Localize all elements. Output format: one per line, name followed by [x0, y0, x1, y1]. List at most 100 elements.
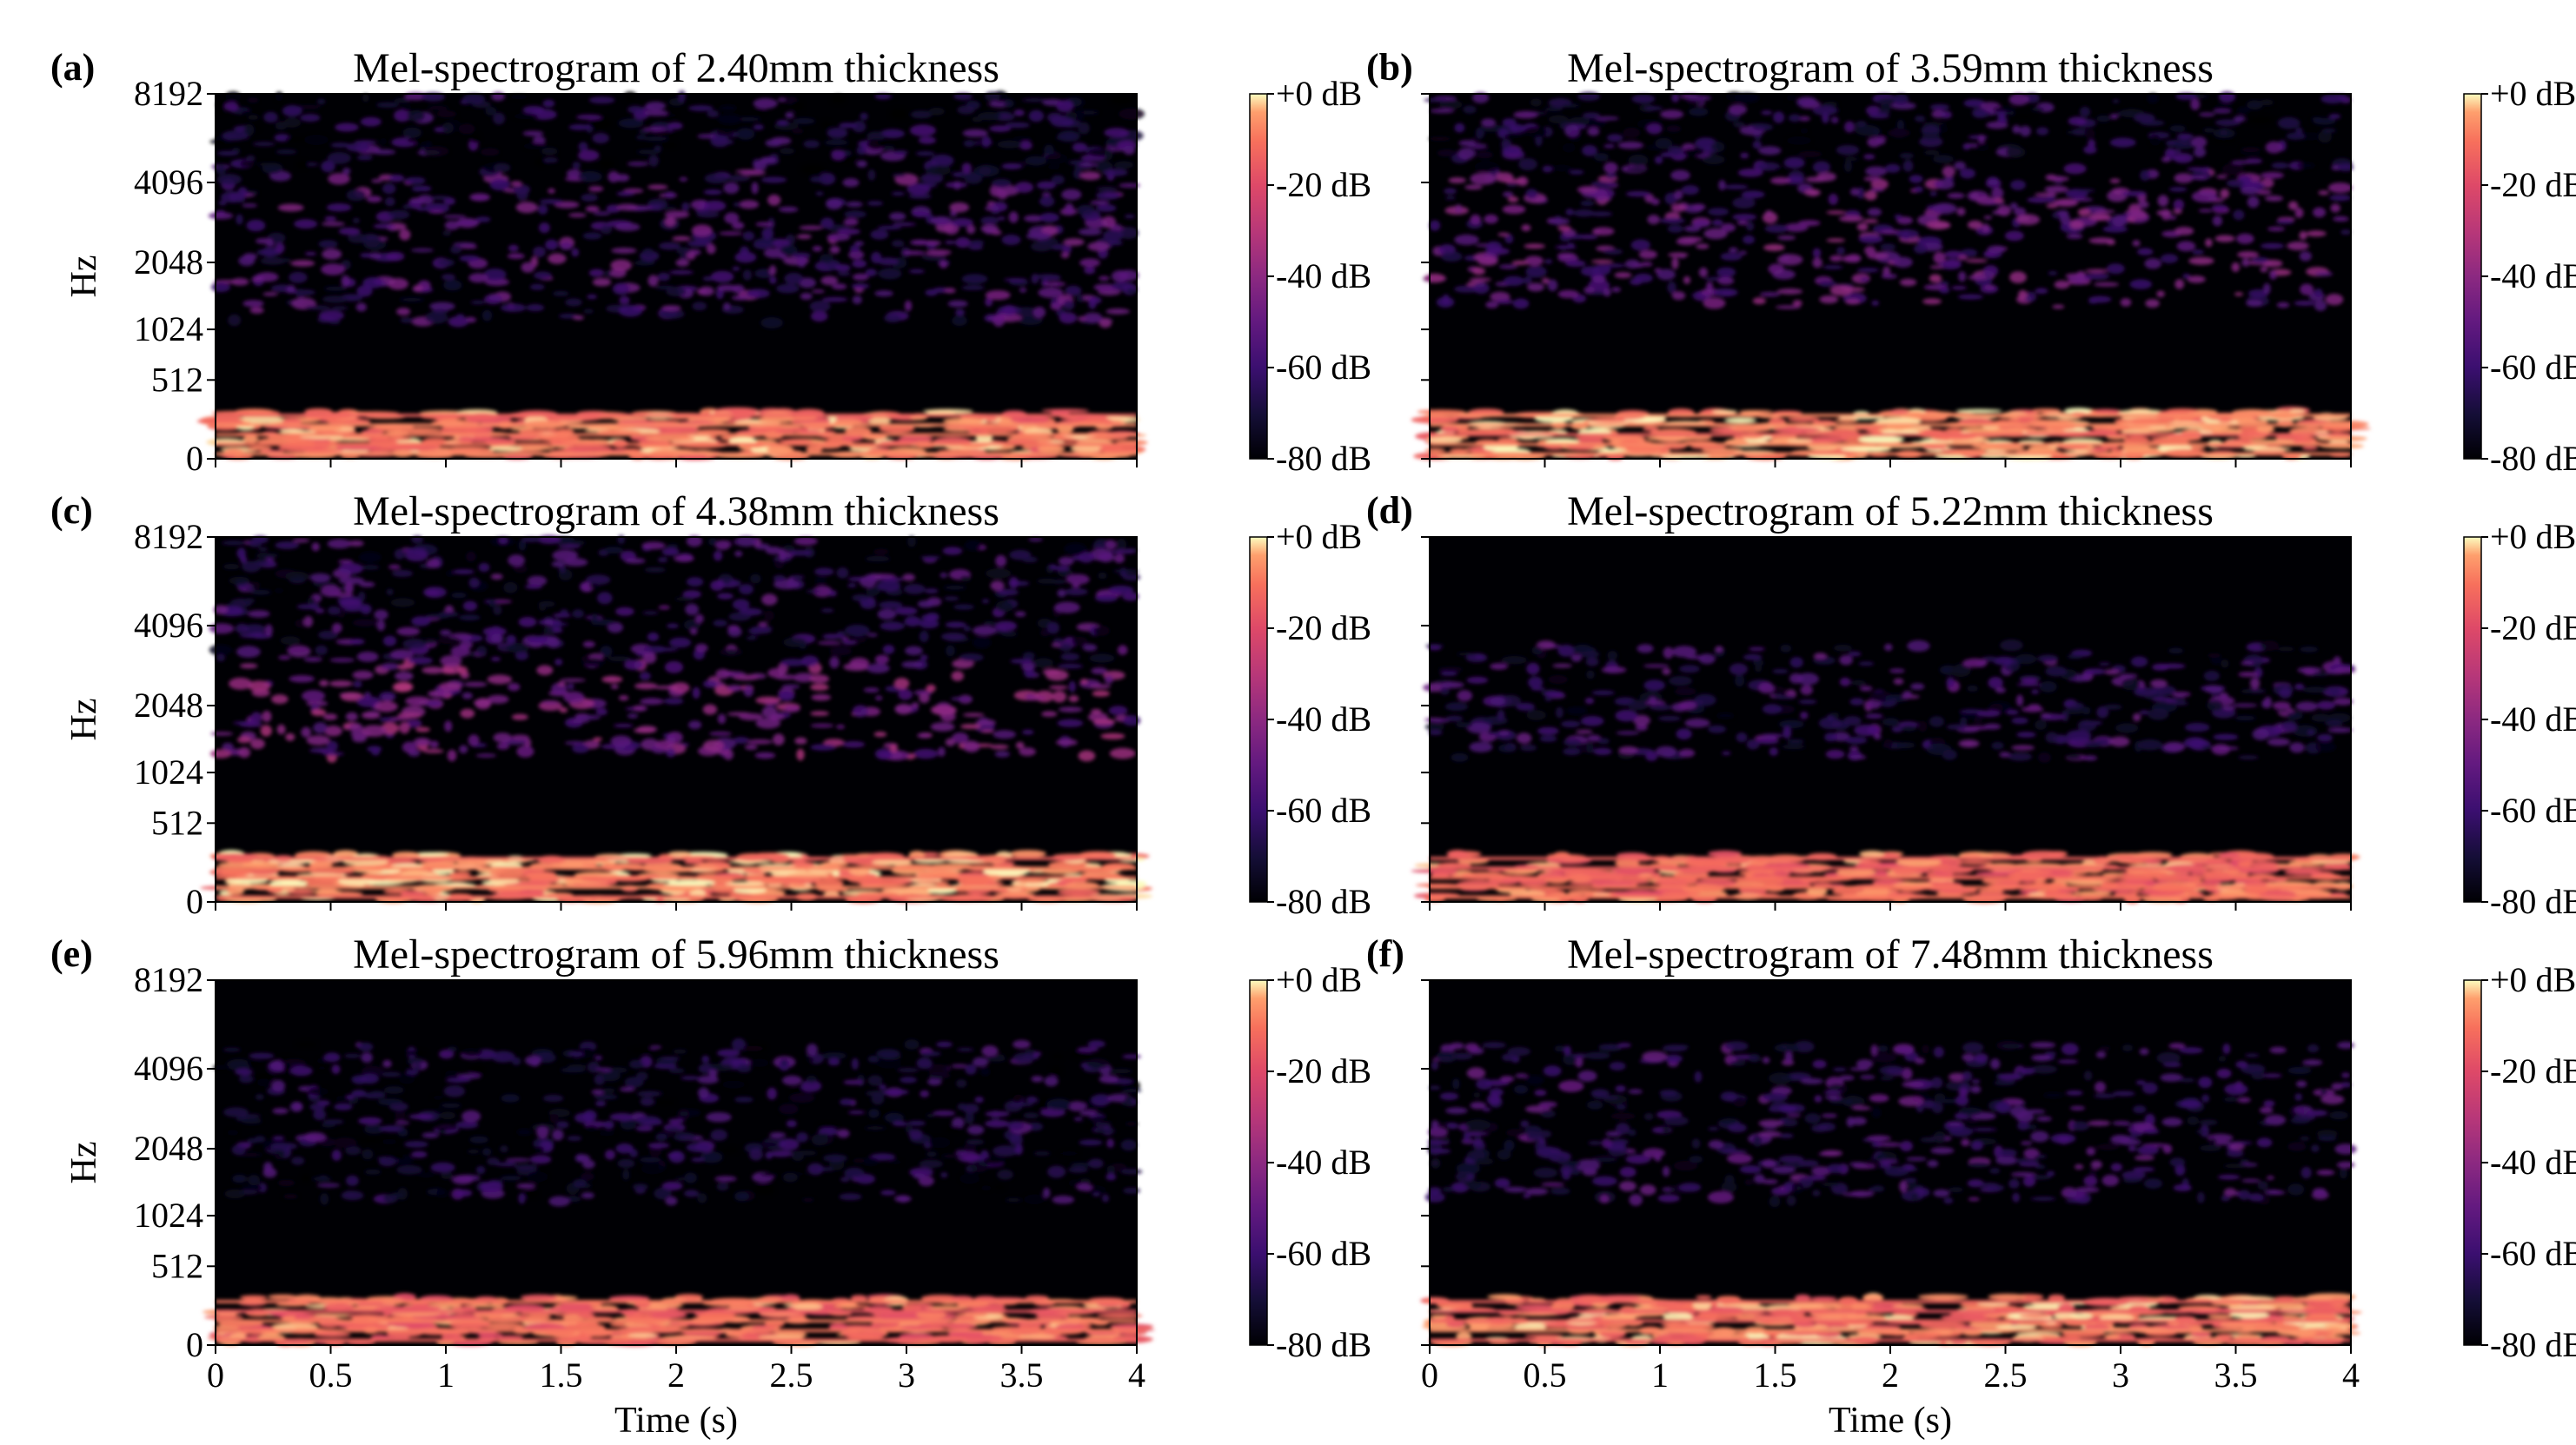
- spectrogram-cell: [829, 656, 840, 669]
- spectrogram-cell: [902, 573, 915, 581]
- spectrogram-cell: [386, 588, 394, 595]
- spectrogram-cell: [1910, 683, 1925, 690]
- spectrogram-cell: [493, 605, 502, 615]
- spectrogram-cell: [600, 646, 613, 658]
- spectrogram-cell: [983, 620, 996, 626]
- spectrogram-cell: [841, 640, 858, 646]
- spectrogram-cell: [2101, 872, 2124, 877]
- spectrogram-cell: [945, 621, 966, 628]
- spectrogram-cell: [1424, 723, 1445, 731]
- spectrogram-cell: [649, 1311, 687, 1319]
- spectrogram-cell: [413, 852, 449, 857]
- spectrogram-cell: [767, 668, 785, 678]
- spectrogram-cell: [1846, 254, 1862, 263]
- y-tick-label: 4096: [134, 606, 203, 645]
- spectrogram-cell: [289, 675, 315, 683]
- spectrogram-cell: [963, 626, 972, 632]
- spectrogram-cell: [2024, 429, 2066, 434]
- spectrogram-cell: [1429, 718, 1450, 723]
- spectrogram-cell: [1736, 220, 1749, 226]
- spectrogram-cell: [1036, 578, 1058, 584]
- spectrogram-cell: [1454, 234, 1479, 246]
- spectrogram-cell: [2004, 230, 2024, 242]
- spectrogram-cell: [475, 698, 492, 710]
- spectrogram-cell: [375, 700, 398, 713]
- spectrogram-cell: [2077, 208, 2091, 216]
- spectrogram-cell: [921, 613, 939, 621]
- spectrogram-cell: [1010, 659, 1034, 664]
- spectrogram-cell: [432, 308, 449, 314]
- spectrogram-cell: [1079, 171, 1101, 181]
- spectrogram-cell: [764, 610, 774, 621]
- spectrogram-cell: [831, 94, 846, 104]
- spectrogram-cell: [388, 278, 408, 290]
- spectrogram-cell: [1607, 651, 1618, 660]
- spectrogram-cell: [1568, 881, 1602, 885]
- spectrogram-low-band: [1430, 876, 2351, 880]
- spectrogram-cell: [866, 663, 890, 673]
- spectrogram-cell: [1590, 259, 1614, 263]
- spectrogram-cell: [320, 585, 342, 597]
- spectrogram-cell: [545, 239, 559, 250]
- spectrogram-cell: [1557, 645, 1576, 657]
- spectrogram-cell: [1439, 100, 1463, 109]
- spectrogram-cell: [783, 637, 807, 647]
- spectrogram-cell: [702, 275, 714, 282]
- spectrogram-cell: [1923, 149, 1940, 156]
- spectrogram-cell: [892, 173, 906, 177]
- spectrogram-cell: [1895, 229, 1920, 240]
- spectrogram-cell: [2034, 192, 2057, 197]
- spectrogram-cell: [1030, 241, 1052, 252]
- spectrogram-cell: [1498, 730, 1510, 736]
- spectrogram-cell: [487, 694, 509, 704]
- spectrogram-cell: [402, 127, 422, 138]
- spectrogram-cell: [1087, 1040, 1105, 1048]
- spectrogram-cell: [2315, 742, 2337, 752]
- spectrogram-cell: [1521, 224, 1531, 232]
- spectrogram-cell: [475, 753, 497, 758]
- spectrogram-cell: [1758, 146, 1782, 156]
- spectrogram-cell: [450, 646, 470, 658]
- spectrogram-cell: [1825, 749, 1845, 759]
- spectrogram-cell: [975, 719, 996, 726]
- spectrogram-cell: [821, 296, 848, 302]
- spectrogram-cell: [2096, 115, 2110, 123]
- spectrogram-cell: [1068, 680, 1076, 693]
- spectrogram-cell: [1818, 717, 1842, 730]
- spectrogram-cell: [751, 626, 773, 631]
- spectrogram-cell: [2161, 209, 2171, 221]
- spectrogram-cell: [2220, 129, 2228, 136]
- spectrogram-cell: [991, 178, 1012, 189]
- spectrogram-cell: [702, 704, 718, 715]
- spectrogram-cell: [2203, 670, 2220, 681]
- spectrogram-cell: [1862, 219, 1879, 223]
- spectrogram-cell: [1076, 295, 1085, 303]
- spectrogram-cell: [985, 568, 1012, 579]
- spectrogram-cell: [926, 249, 952, 255]
- spectrogram-cell: [275, 541, 300, 549]
- spectrogram-cell: [1728, 103, 1747, 116]
- spectrogram-cell: [1099, 275, 1110, 281]
- spectrogram-cell: [618, 695, 629, 701]
- spectrogram-cell: [839, 123, 857, 129]
- spectrogram-cell: [392, 682, 412, 693]
- spectrogram-cell: [2327, 182, 2353, 194]
- spectrogram-cell: [1919, 136, 1943, 148]
- spectrogram-cell: [876, 580, 901, 592]
- spectrogram-cell: [694, 643, 708, 653]
- spectrogram-cell: [362, 1149, 374, 1160]
- spectrogram-cell: [1061, 189, 1082, 201]
- spectrogram-cell: [507, 253, 525, 260]
- spectrogram-cell: [1596, 881, 1633, 886]
- spectrogram-cell: [538, 434, 581, 442]
- spectrogram-cell: [2134, 113, 2155, 123]
- spectrogram-cell: [2130, 211, 2148, 220]
- y-tick-label: 1024: [134, 752, 203, 792]
- spectrogram-cell: [315, 608, 325, 613]
- spectrogram-cell: [860, 112, 868, 121]
- spectrogram-cell: [865, 555, 891, 562]
- spectrogram-cell: [2082, 673, 2090, 682]
- spectrogram-cell: [1730, 426, 1772, 433]
- spectrogram-cell: [2198, 209, 2213, 213]
- spectrogram-cell: [860, 575, 877, 588]
